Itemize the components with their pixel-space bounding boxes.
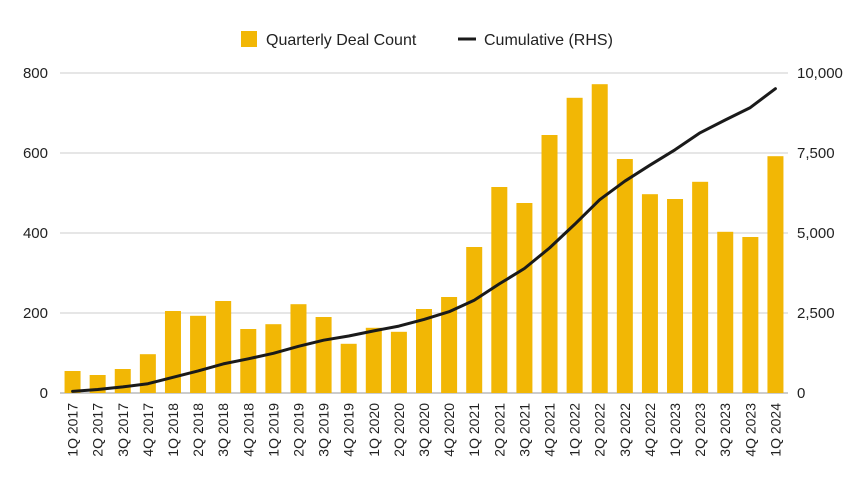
category-label: 2Q 2019 (290, 403, 306, 457)
bar (616, 159, 633, 393)
legend: Quarterly Deal Count Cumulative (RHS) (241, 31, 613, 49)
bar (641, 194, 658, 393)
category-label: 1Q 2023 (667, 403, 683, 457)
bar (441, 297, 458, 393)
bar (566, 97, 583, 394)
category-label: 3Q 2020 (416, 403, 432, 457)
category-label: 1Q 2018 (165, 403, 181, 457)
category-label: 4Q 2017 (140, 403, 156, 457)
category-label: 4Q 2022 (642, 403, 658, 457)
category-label: 1Q 2024 (767, 403, 783, 457)
category-label: 4Q 2021 (542, 403, 558, 457)
bar (667, 199, 684, 393)
left-tick-label: 600 (23, 145, 48, 162)
bars (64, 84, 784, 394)
category-label: 4Q 2018 (240, 403, 256, 457)
category-label: 1Q 2017 (65, 403, 81, 457)
right-tick-label: 7,500 (797, 145, 835, 162)
bar (416, 309, 432, 393)
cumulative-line-group (71, 87, 777, 393)
category-label: 3Q 2022 (617, 403, 633, 457)
legend-line-label: Cumulative (RHS) (484, 32, 613, 49)
left-tick-label: 400 (23, 225, 48, 242)
bar (139, 354, 156, 393)
bar (767, 156, 784, 393)
category-label: 4Q 2023 (742, 403, 758, 457)
bar (114, 369, 131, 393)
category-label: 2Q 2022 (592, 403, 608, 457)
category-label: 4Q 2020 (441, 403, 457, 457)
bar (315, 317, 332, 393)
bar (516, 203, 533, 393)
category-label: 2Q 2023 (692, 403, 708, 457)
legend-bar-swatch (241, 31, 257, 47)
cumulative-line (71, 87, 777, 393)
category-label: 1Q 2020 (366, 403, 382, 457)
category-label: 2Q 2017 (90, 403, 106, 457)
bar (164, 311, 181, 393)
category-label: 2Q 2021 (491, 403, 507, 457)
category-label: 1Q 2019 (265, 403, 281, 457)
bar (290, 304, 307, 393)
category-label: 2Q 2018 (190, 403, 206, 457)
bar (390, 331, 407, 393)
left-axis-ticks: 0 200 400 600 800 (23, 65, 48, 402)
category-label: 3Q 2017 (115, 403, 131, 457)
category-label: 3Q 2019 (316, 403, 332, 457)
category-labels: 1Q 2017 2Q 2017 3Q 2017 4Q 2017 1Q 2018 2Q 20… (65, 403, 784, 457)
bar (64, 371, 81, 393)
right-tick-label: 5,000 (797, 225, 835, 242)
bar (541, 135, 558, 393)
right-tick-label: 2,500 (797, 305, 835, 322)
category-label: 3Q 2023 (717, 403, 733, 457)
bar (265, 324, 282, 393)
category-label: 2Q 2020 (391, 403, 407, 457)
bar (692, 181, 709, 393)
bar (742, 237, 759, 393)
left-tick-label: 0 (40, 385, 48, 402)
category-label: 1Q 2021 (466, 403, 482, 457)
bar (340, 343, 357, 393)
right-tick-label: 10,000 (797, 65, 843, 82)
bar (466, 247, 483, 393)
category-label: 3Q 2021 (516, 403, 532, 457)
bar (491, 187, 508, 393)
category-label: 4Q 2019 (341, 403, 357, 457)
legend-bar-label: Quarterly Deal Count (266, 32, 417, 49)
bar (240, 329, 257, 393)
bar (215, 301, 232, 393)
bar (190, 315, 207, 393)
bar (717, 231, 734, 393)
right-axis-ticks: 0 2,500 5,000 7,500 10,000 (797, 65, 843, 402)
left-tick-label: 800 (23, 65, 48, 82)
bar (365, 327, 382, 393)
category-label: 3Q 2018 (215, 403, 231, 457)
bar (591, 84, 608, 393)
left-tick-label: 200 (23, 305, 48, 322)
category-label: 1Q 2022 (567, 403, 583, 457)
right-tick-label: 0 (797, 385, 805, 402)
